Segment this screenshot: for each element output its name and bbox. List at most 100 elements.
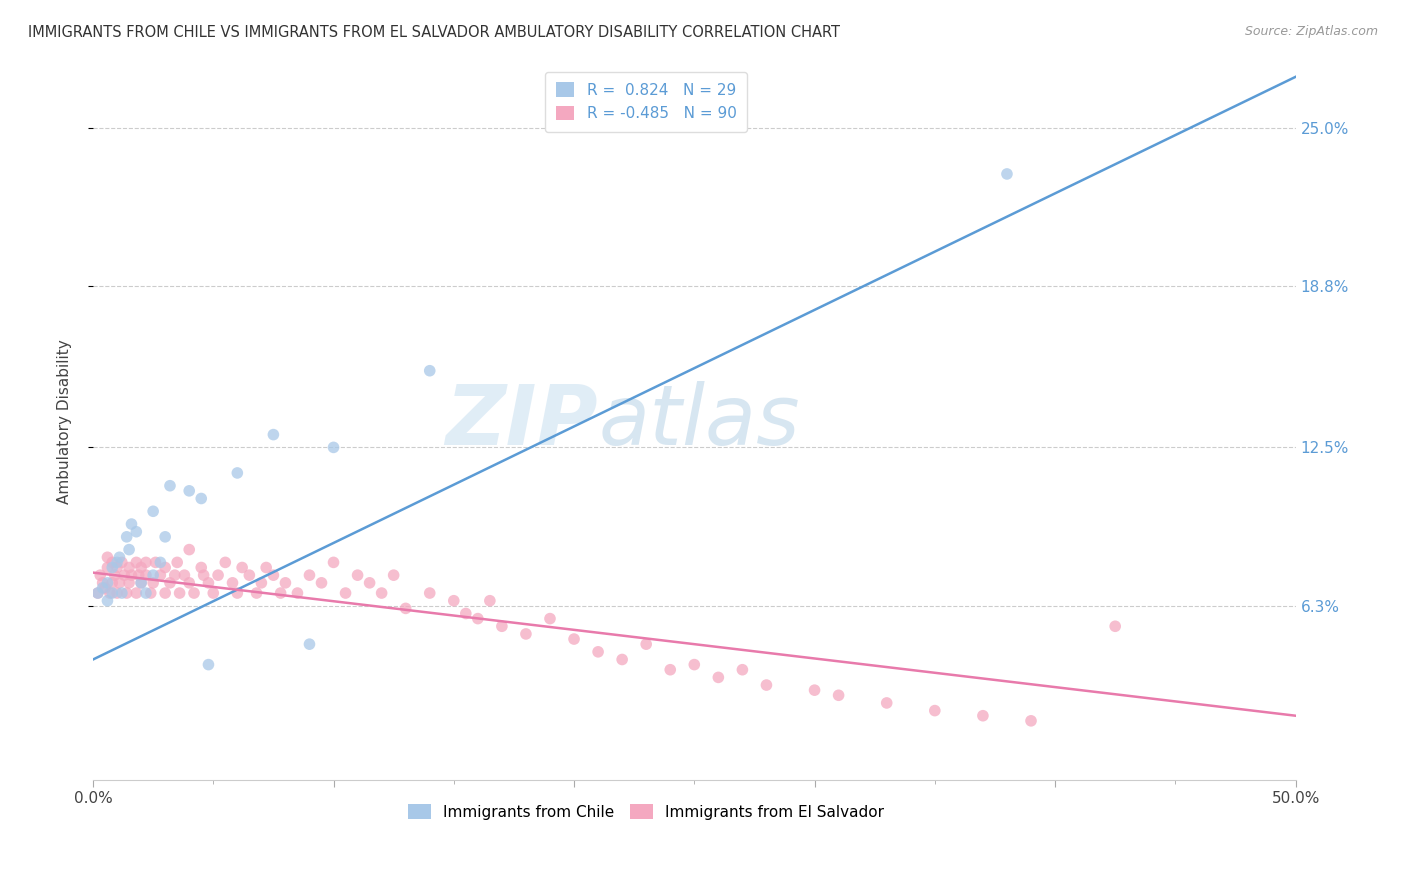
Point [94, 581, 117, 595]
Point [96, 550, 118, 565]
Point [96, 575, 118, 590]
Point [96, 560, 118, 574]
Point [419, 586, 441, 600]
Point [467, 612, 489, 626]
Point [118, 542, 141, 557]
Point [231, 560, 253, 574]
Point [179, 542, 201, 557]
Point [659, 663, 682, 677]
Point [538, 612, 561, 626]
Point [359, 575, 381, 590]
Point [153, 560, 176, 574]
Point [149, 568, 172, 582]
Point [105, 560, 128, 574]
Point [112, 568, 135, 582]
Point [91, 581, 114, 595]
Point [226, 586, 249, 600]
Point [145, 555, 167, 569]
Y-axis label: Ambulatory Disability: Ambulatory Disability [58, 340, 72, 504]
Point [226, 466, 249, 480]
Point [115, 586, 138, 600]
Point [270, 586, 292, 600]
Point [454, 607, 477, 621]
Point [129, 560, 152, 574]
Point [179, 575, 201, 590]
Point [87, 586, 110, 600]
Point [586, 645, 609, 659]
Point [135, 586, 157, 600]
Point [238, 568, 260, 582]
Text: atlas: atlas [598, 382, 800, 462]
Point [101, 560, 124, 574]
Point [96, 593, 118, 607]
Point [827, 688, 849, 702]
Point [562, 632, 585, 646]
Point [193, 568, 215, 582]
Point [515, 627, 537, 641]
Point [311, 575, 333, 590]
Point [139, 586, 162, 600]
Point [111, 586, 134, 600]
Point [153, 586, 176, 600]
Point [395, 601, 418, 615]
Point [166, 555, 188, 569]
Point [221, 575, 243, 590]
Point [115, 530, 138, 544]
Point [118, 575, 141, 590]
Point [707, 670, 730, 684]
Point [125, 555, 148, 569]
Point [731, 663, 754, 677]
Point [101, 555, 124, 569]
Point [173, 568, 195, 582]
Point [262, 568, 284, 582]
Point [135, 555, 157, 569]
Point [202, 586, 225, 600]
Point [972, 708, 994, 723]
Point [128, 568, 150, 582]
Point [121, 517, 143, 532]
Point [245, 586, 267, 600]
Point [169, 586, 191, 600]
Point [163, 568, 186, 582]
Point [159, 479, 181, 493]
Point [105, 586, 128, 600]
Point [262, 427, 284, 442]
Point [135, 568, 157, 582]
Point [101, 575, 124, 590]
Point [118, 560, 141, 574]
Point [214, 555, 236, 569]
Point [179, 483, 201, 498]
Point [190, 560, 212, 574]
Point [142, 504, 165, 518]
Point [108, 550, 131, 565]
Point [419, 364, 441, 378]
Point [254, 560, 277, 574]
Point [322, 441, 344, 455]
Point [190, 491, 212, 506]
Point [370, 586, 392, 600]
Point [183, 586, 205, 600]
Point [125, 586, 148, 600]
Point [995, 167, 1018, 181]
Point [111, 555, 134, 569]
Point [91, 575, 114, 590]
Point [250, 575, 273, 590]
Point [98, 586, 121, 600]
Point [924, 704, 946, 718]
Point [101, 586, 124, 600]
Point [755, 678, 778, 692]
Point [335, 586, 357, 600]
Point [478, 593, 501, 607]
Point [142, 575, 165, 590]
Legend: Immigrants from Chile, Immigrants from El Salvador: Immigrants from Chile, Immigrants from E… [402, 797, 890, 826]
Point [121, 568, 143, 582]
Point [89, 568, 111, 582]
Text: Source: ZipAtlas.com: Source: ZipAtlas.com [1244, 25, 1378, 38]
Point [683, 657, 706, 672]
Point [104, 568, 127, 582]
Point [382, 568, 405, 582]
Point [443, 593, 465, 607]
Point [108, 575, 131, 590]
Point [129, 575, 152, 590]
Point [105, 555, 128, 569]
